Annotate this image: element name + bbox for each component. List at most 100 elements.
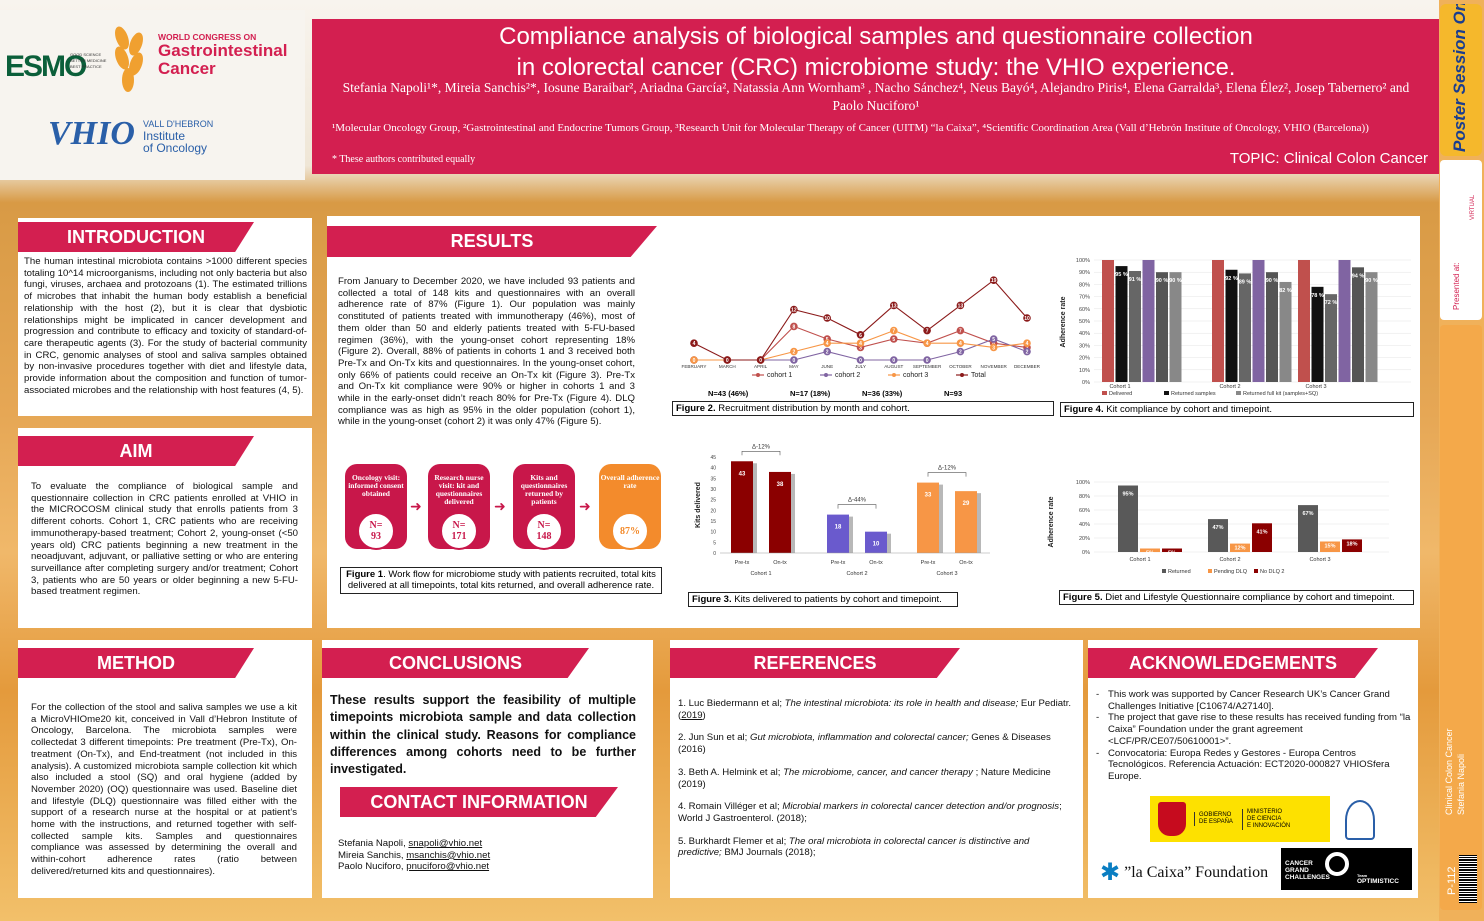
results-heading: RESULTS [327,226,657,257]
data-point [1023,314,1031,322]
group-label: Cohort 2 [846,571,867,577]
bar [1118,485,1138,552]
acknowledgements-heading: ACKNOWLEDGEMENTS [1088,648,1378,678]
y-tick-label: 20 [710,508,716,514]
x-tick-label: On-tx [773,560,787,566]
flow-count-patients: N= 93 [357,512,395,550]
data-label: 4 [859,341,862,347]
figure2-line-chart: FEBRUARY MARCH APRIL MAY JUNE JULY AUGUST SEPTE… [682,276,1041,379]
x-tick-label: Cohort 3 [1309,557,1330,563]
data-label: 0 [726,358,729,364]
wheat-icon [108,22,150,94]
delta-label: Δ-12% [938,466,957,472]
data-label: 5 [992,337,995,343]
bar [1129,270,1141,382]
legend-swatch [1254,569,1258,573]
y-axis-label: Adherence rate [1048,496,1055,547]
ack-item: Convocatoria: Europa Redes y Gestores - … [1094,748,1412,783]
figure4-caption: Figure 4. Kit compliance by cohort and t… [1060,402,1414,418]
data-label: 90 % [1266,278,1279,284]
vhio-logo: VHIO [48,115,135,152]
affiliations: ¹Molecular Oncology Group, ²Gastrointest… [332,122,1369,134]
spain-government-logo: GOBIERNO DE ESPAÑA MINISTERIO DE CIENCIA E … [1150,796,1330,842]
legend-label: No DLQ 2 [1260,569,1284,575]
bar [1365,272,1378,382]
data-label: 78 % [1311,293,1324,299]
conclusions-text: These results support the feasibility of… [330,693,636,776]
introduction-text: The human intestinal microbiota contains… [24,256,307,396]
y-tick-label: 90% [1079,270,1090,276]
data-label: 5 [892,337,895,343]
contact-info: Stefania Napoli, snapoli@vhio.net Mireia… [338,838,491,873]
cohort2-count: N=17 (18%) [790,389,831,398]
bar-shadow [791,473,795,553]
email-link[interactable]: msanchis@vhio.net [406,849,491,861]
y-axis-label: Kits delivered [695,482,702,528]
authors: Stefania Napoli¹*, Mireia Sanchis²*, Ios… [342,80,1410,113]
x-tick-label: On-tx [869,560,883,566]
data-point [923,326,931,335]
poster-session-logo[interactable]: Poster Session Online [1440,4,1482,156]
data-label: 5% [1146,551,1154,557]
data-point [856,331,865,339]
bar [1320,541,1340,552]
sidebar-orange-panel: Clinical Colon Cancer Stefania Napoli P-… [1440,325,1482,910]
legend-swatch [1208,569,1212,573]
data-label: 2 [1026,350,1029,356]
references-panel [670,640,1083,898]
data-label: 2 [793,350,796,356]
flow-arrow: ➜ [494,498,506,514]
logo-area: ESMO GOOD SCIENCE BETTER MEDICINE BEST PRA… [0,10,305,180]
data-label: 90 % [1365,278,1378,284]
data-label: 4 [926,341,929,347]
data-label: 72 % [1325,300,1338,306]
y-tick-label: 20% [1079,536,1090,542]
x-tick-label: Pre-tx [921,560,936,566]
data-label: 10 [824,316,830,322]
legend-label: cohort 2 [835,372,860,379]
bar [1338,260,1351,382]
bar-shadow [939,484,943,553]
flow-count-returned: N= 148 [525,512,563,550]
x-tick-label: FEBRUARY [682,364,707,369]
bar [1239,273,1251,382]
flow-adherence-rate: 87% [611,512,649,550]
legend-marker [824,373,828,377]
bar [1169,272,1182,382]
data-label: 18 [835,525,842,531]
data-label: 95 % [1115,272,1128,278]
reference-item: 4. Romain Villéger et al; Microbial mark… [678,801,1062,824]
data-label: 29 [963,501,970,507]
bar [1279,281,1292,382]
y-tick-label: 80% [1079,494,1090,500]
data-label: 7 [959,329,962,335]
email-link[interactable]: pnuciforo@vhio.net [406,861,490,873]
email-link[interactable]: snapoli@vhio.net [408,838,483,849]
data-label: 95% [1122,492,1133,498]
bar [1352,267,1364,382]
data-point [690,339,698,347]
data-label: 0 [859,358,862,364]
cohort1-count: N=43 (46%) [708,389,749,398]
data-label: 3 [992,345,995,351]
data-label: 82 % [1279,288,1292,294]
references-heading: REFERENCES [670,648,960,678]
data-label: 47% [1212,525,1223,531]
y-tick-label: 25 [710,498,716,504]
x-tick-label: AUGUST [884,364,903,369]
figure4-bar-chart: Adherence rate 0% 10% 20% 30% 40% 50% 60% 70% 80%… [1060,258,1411,397]
star-icon: ✱ [1100,859,1121,886]
figure2-caption: Figure 2. Recruitment distribution by mo… [672,401,1054,417]
data-point [1023,339,1031,347]
data-label: 4 [693,341,696,347]
reference-item: 1. Luc Biedermann et al; The intestinal … [678,698,1072,721]
data-label: 43 [739,471,746,477]
delta-bracket [837,504,877,509]
x-tick-label: NOVEMBER [981,364,1008,369]
x-tick-label: JULY [855,364,866,369]
introduction-heading: INTRODUCTION [18,222,254,252]
data-point [989,276,998,284]
reference-item: 3. Beth A. Helmink et al; The microbiome… [678,766,1051,790]
y-tick-label: 40% [1079,331,1090,337]
figure3-bar-chart: Kits delivered 0 5 10 15 20 25 30 35 40 45 43 Pre-tx… [695,444,990,577]
